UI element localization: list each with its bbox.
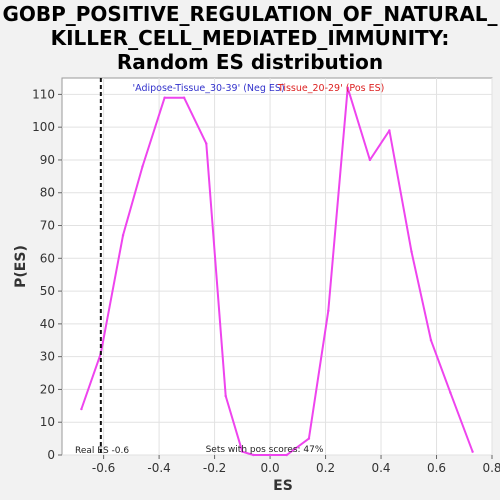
es-data-point — [163, 96, 166, 99]
es-data-point — [268, 453, 272, 457]
y-tick-label: 40 — [40, 317, 55, 331]
x-axis-title: ES — [273, 478, 293, 494]
es-data-point — [307, 437, 311, 440]
es-data-point — [410, 250, 413, 253]
es-data-point — [327, 309, 330, 312]
es-data-point — [182, 96, 186, 99]
chart-title-line-1: GOBP_POSITIVE_REGULATION_OF_NATURAL_ — [2, 2, 498, 26]
chart-labels: Real ES -0.6 Sets with pos scores: 47% 'Ad… — [13, 83, 384, 494]
chart-title-line-3: Random ES distribution — [116, 50, 384, 74]
y-tick-label: 90 — [40, 153, 55, 167]
y-tick-label: 60 — [40, 251, 55, 265]
es-data-point — [205, 142, 208, 145]
x-tick-label: 0.8 — [482, 461, 500, 475]
y-tick-label: 50 — [40, 284, 55, 298]
y-tick-label: 100 — [32, 120, 55, 134]
y-axis-title: P(ES) — [13, 245, 29, 288]
x-tick-label: -0.2 — [203, 461, 226, 475]
x-tick-label: -0.4 — [147, 461, 170, 475]
series-layer — [80, 86, 474, 457]
legend-neg-es: 'Adipose-Tissue_30-39' (Neg ES) — [133, 83, 285, 94]
es-data-point — [252, 453, 255, 457]
legend-pos-es: Tissue_20-29' (Pos ES) — [277, 83, 385, 94]
y-tick-label: 10 — [40, 415, 55, 429]
es-data-point — [429, 339, 433, 342]
es-data-point — [141, 165, 144, 168]
axis-ticks: -0.6 -0.4 -0.2 0.0 0.2 0.4 0.6 0.8 0 10 20 30 40 50 60… — [32, 87, 500, 475]
x-tick-label: 0.2 — [316, 461, 335, 475]
y-tick-label: 70 — [40, 219, 55, 233]
es-data-point — [224, 394, 227, 398]
es-data-point — [471, 450, 474, 453]
real-es-label: Real ES -0.6 — [75, 446, 129, 456]
es-data-point — [388, 129, 391, 132]
x-tick-label: -0.6 — [92, 461, 115, 475]
y-tick-label: 0 — [47, 448, 55, 462]
es-data-point — [368, 158, 372, 162]
plot-area — [61, 77, 493, 456]
y-tick-label: 110 — [32, 87, 55, 101]
x-tick-label: 0.6 — [427, 461, 446, 475]
es-data-point — [241, 450, 244, 453]
x-tick-label: 0.4 — [371, 461, 390, 475]
es-data-point — [346, 86, 349, 90]
y-tick-label: 30 — [40, 350, 55, 364]
x-tick-label: 0.0 — [261, 461, 280, 475]
es-data-point — [121, 234, 125, 237]
chart-title-line-2: KILLER_CELL_MEDIATED_IMMUNITY: — [50, 26, 450, 50]
es-data-point — [449, 391, 452, 394]
y-tick-label: 80 — [40, 186, 55, 200]
pos-scores-annotation: Sets with pos scores: 47% — [206, 445, 324, 455]
es-data-point — [285, 453, 288, 457]
es-data-point — [80, 407, 83, 411]
y-tick-label: 20 — [40, 382, 55, 396]
